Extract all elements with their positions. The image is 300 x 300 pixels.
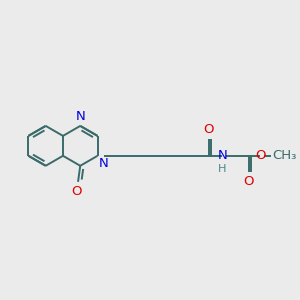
- Text: O: O: [243, 175, 254, 188]
- Text: O: O: [72, 185, 82, 198]
- Text: N: N: [75, 110, 85, 123]
- Text: N: N: [99, 157, 109, 170]
- Text: O: O: [203, 123, 214, 136]
- Text: N: N: [218, 149, 227, 162]
- Text: O: O: [255, 149, 265, 162]
- Text: CH₃: CH₃: [272, 149, 297, 162]
- Text: H: H: [218, 164, 226, 174]
